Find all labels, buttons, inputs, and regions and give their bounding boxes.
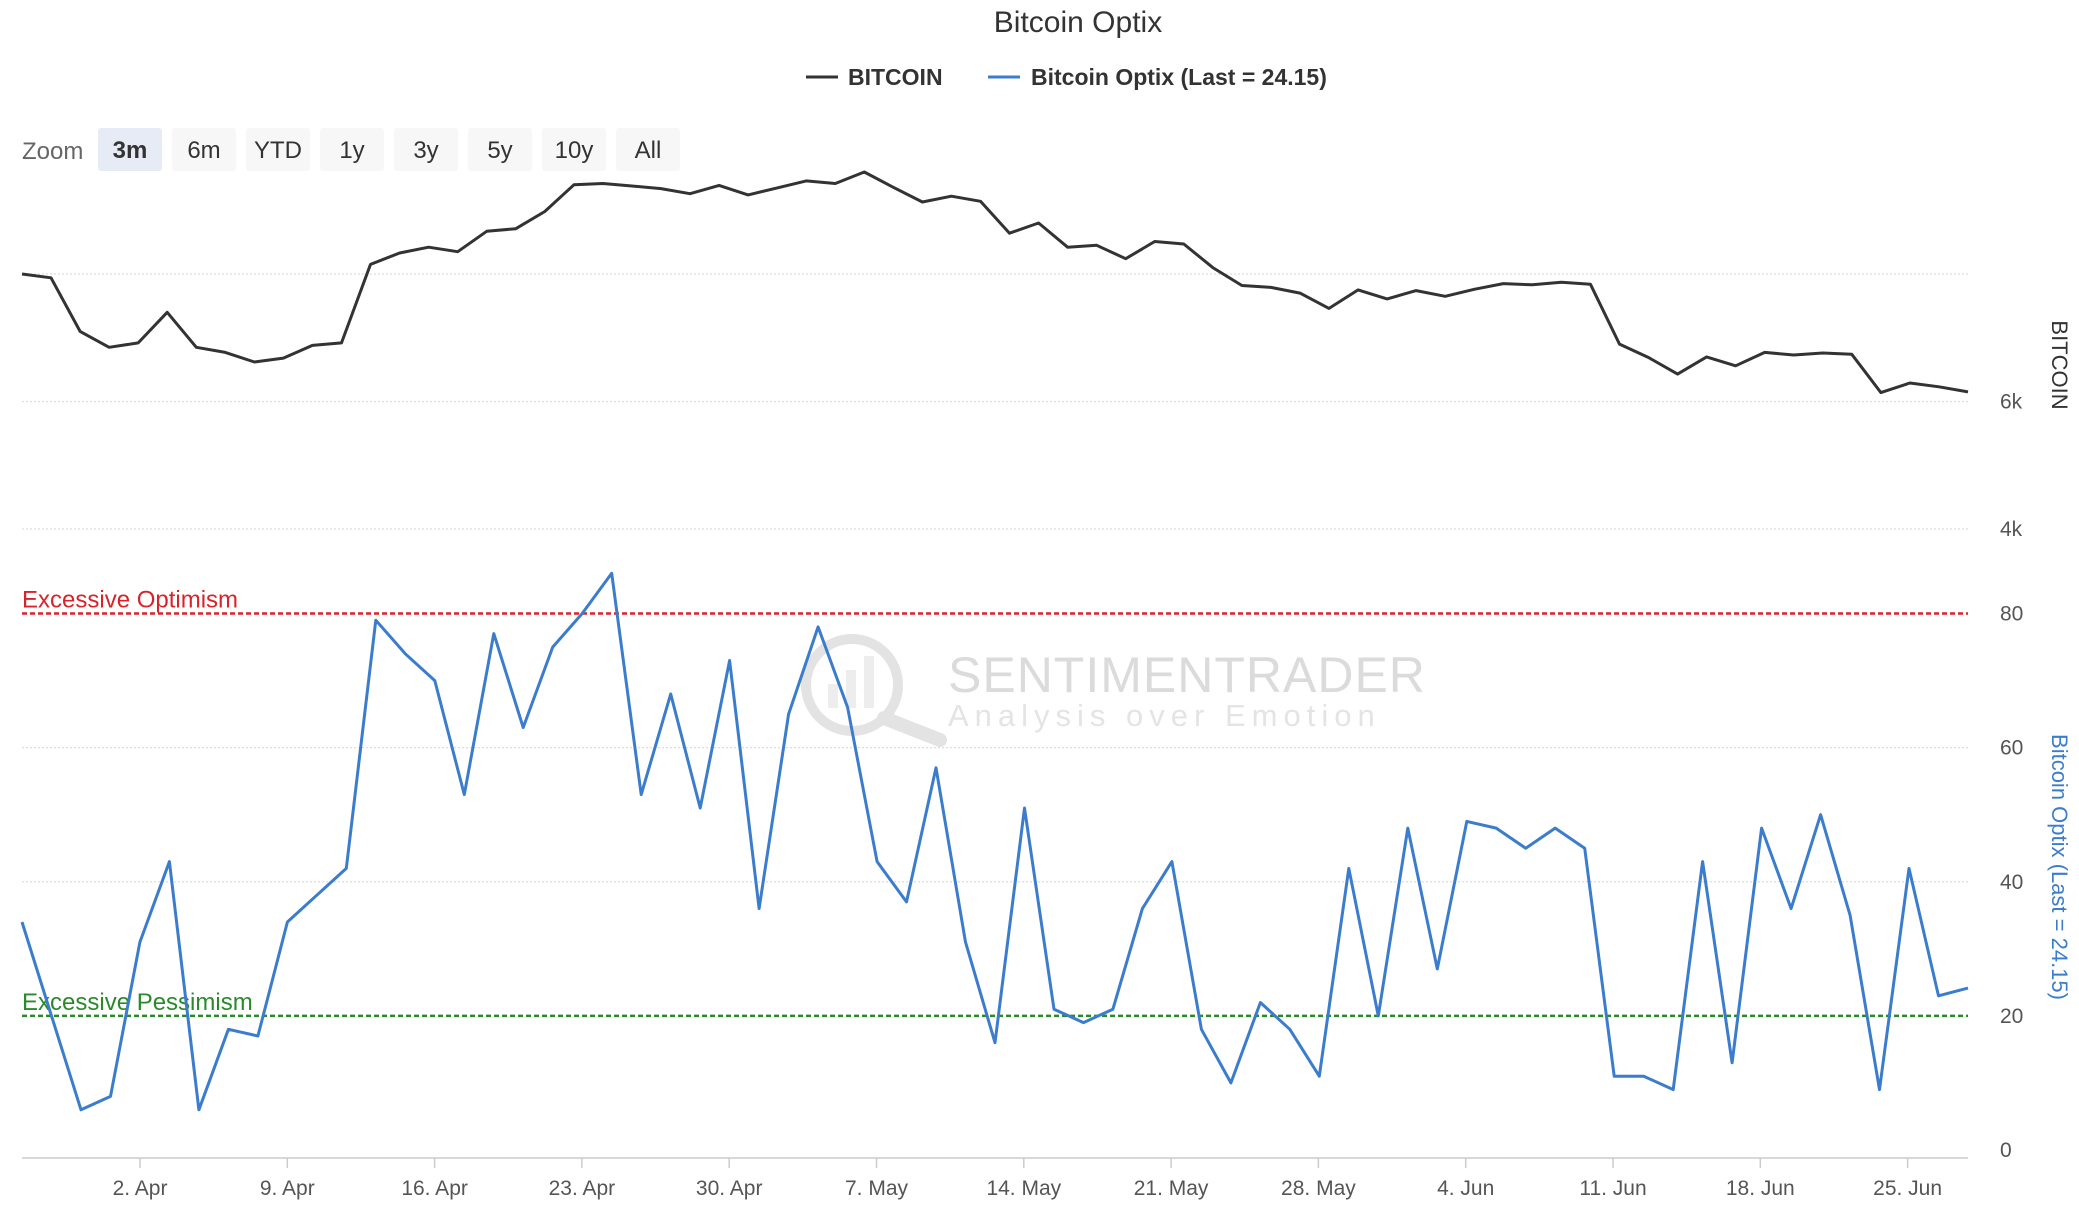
x-tick-label: 4. Jun (1437, 1177, 1494, 1200)
x-tick-label: 2. Apr (113, 1177, 168, 1200)
pessimism-label: Excessive Pessimism (22, 989, 253, 1016)
zoom-button-6m[interactable]: 6m (172, 128, 236, 171)
zoom-button-3y[interactable]: 3y (394, 128, 458, 171)
x-tick-label: 11. Jun (1579, 1177, 1646, 1200)
zoom-button-label: 10y (555, 137, 594, 164)
legend-item-bitcoin[interactable]: BITCOIN (806, 64, 943, 90)
x-axis-ticks: 2. Apr 9. Apr 16. Apr 23. Apr 30. Apr 7. May 1… (113, 1158, 1942, 1200)
zoom-button-bg (616, 128, 680, 171)
watermark-main: SENTIMENTRADER (948, 647, 1426, 703)
zoom-button-bg (246, 128, 310, 171)
zoom-controls: Zoom 3m 6m YTD 1y 3y 5y 10y All (22, 128, 680, 171)
x-tick-label: 7. May (845, 1177, 909, 1200)
x-tick-label: 30. Apr (696, 1177, 763, 1200)
upper-gridlines (22, 273, 1968, 530)
x-tick-label: 28. May (1281, 1177, 1356, 1200)
zoom-button-bg (98, 128, 162, 171)
legend-item-optix[interactable]: Bitcoin Optix (Last = 24.15) (988, 64, 1327, 90)
series-line-bitcoin[interactable] (21, 170, 1969, 395)
zoom-button-bg (172, 128, 236, 171)
lower-y-axis-title: Bitcoin Optix (Last = 24.15) (2047, 734, 2072, 1000)
x-tick-label: 23. Apr (549, 1177, 616, 1200)
zoom-button-label: 5y (487, 137, 512, 164)
legend-label-optix: Bitcoin Optix (Last = 24.15) (1031, 64, 1327, 90)
zoom-label: Zoom (22, 138, 83, 165)
upper-y-axis-title: BITCOIN (2047, 320, 2072, 409)
zoom-button-bg (320, 128, 384, 171)
zoom-button-bg (394, 128, 458, 171)
zoom-button-1y[interactable]: 1y (320, 128, 384, 171)
watermark-logo-bar-2 (846, 670, 856, 708)
x-tick-label: 9. Apr (260, 1177, 315, 1200)
zoom-button-label: 3m (113, 137, 148, 164)
zoom-button-all[interactable]: All (616, 128, 680, 171)
zoom-button-label: YTD (254, 137, 302, 164)
series-line-optix[interactable] (20, 571, 1969, 1112)
zoom-button-5y[interactable]: 5y (468, 128, 532, 171)
lower-gridlines (22, 747, 1968, 883)
watermark: SENTIMENTRADER Analysis over Emotion (801, 634, 1426, 747)
zoom-button-label: All (635, 137, 662, 164)
upper-y-axis-ticks: 6k 4k (2000, 391, 2023, 542)
x-tick-label: 25. Jun (1873, 1177, 1942, 1200)
lower-y-tick-label: 80 (2000, 603, 2023, 626)
legend: BITCOIN Bitcoin Optix (Last = 24.15) (806, 64, 1327, 90)
x-tick-label: 21. May (1134, 1177, 1209, 1200)
lower-y-tick-label: 20 (2000, 1005, 2023, 1028)
chart-title: Bitcoin Optix (994, 6, 1162, 39)
x-tick-label: 16. Apr (401, 1177, 468, 1200)
watermark-logo-bar-1 (828, 684, 838, 708)
lower-y-tick-label: 40 (2000, 871, 2023, 894)
zoom-button-label: 1y (339, 137, 364, 164)
watermark-logo-handle (877, 711, 947, 747)
upper-y-tick-label: 6k (2000, 391, 2023, 414)
watermark-logo-bar-3 (864, 656, 874, 708)
x-tick-label: 18. Jun (1726, 1177, 1795, 1200)
zoom-button-ytd[interactable]: YTD (246, 128, 310, 171)
zoom-button-label: 6m (187, 137, 220, 164)
upper-y-tick-label: 4k (2000, 518, 2023, 541)
optimism-label: Excessive Optimism (22, 587, 238, 614)
x-tick-label: 14. May (986, 1177, 1061, 1200)
zoom-button-10y[interactable]: 10y (542, 128, 606, 171)
zoom-buttons: 3m 6m YTD 1y 3y 5y 10y All (98, 128, 680, 171)
reference-line-pessimism: Excessive Pessimism (22, 989, 1968, 1018)
lower-y-tick-label: 60 (2000, 737, 2023, 760)
watermark-sub: Analysis over Emotion (948, 698, 1381, 733)
zoom-button-label: 3y (413, 137, 438, 164)
zoom-button-bg (542, 128, 606, 171)
zoom-button-bg (468, 128, 532, 171)
reference-line-optimism: Excessive Optimism (22, 587, 1968, 615)
zoom-button-3m[interactable]: 3m (98, 128, 162, 171)
lower-y-tick-label: 0 (2000, 1139, 2012, 1162)
legend-label-bitcoin: BITCOIN (848, 64, 943, 90)
lower-y-axis-ticks: 80 60 40 20 0 (2000, 603, 2023, 1162)
